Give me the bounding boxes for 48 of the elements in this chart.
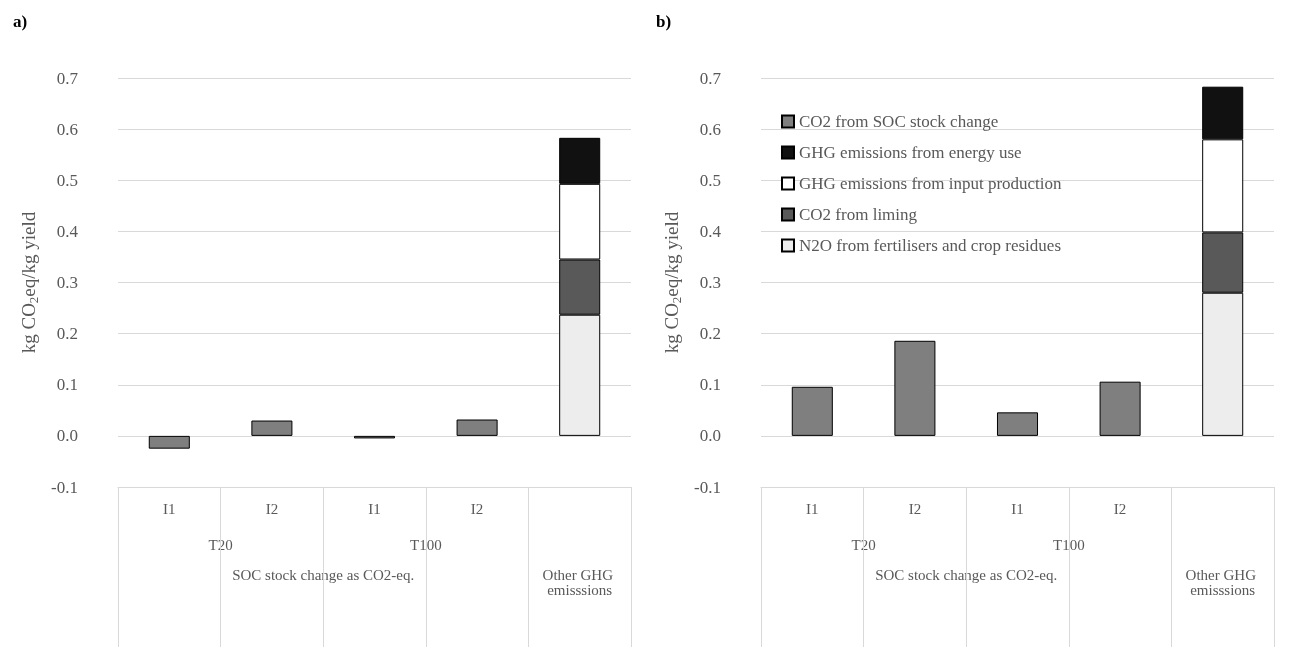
- y-tick-label: 0.2: [56, 324, 78, 344]
- y-tick-label: 0.4: [699, 221, 722, 241]
- x-tick-label: I1: [368, 500, 381, 517]
- text: Other GHG emisssions: [542, 566, 617, 598]
- legend-label: N2O from fertilisers and crop residues: [799, 236, 1062, 255]
- x-tick-label: I2: [470, 500, 484, 517]
- chart-title: b): [656, 12, 672, 31]
- chart-title: a): [13, 12, 28, 31]
- y-tick-label: 0.3: [699, 273, 721, 292]
- y-tick-label: 0.3: [56, 273, 78, 292]
- x-tick-label: I1: [1011, 500, 1024, 517]
- bar: [791, 386, 833, 436]
- bar: [456, 419, 498, 436]
- y-tick-label: 0.4: [56, 221, 79, 241]
- y-tick-label: 0.2: [699, 324, 721, 344]
- legend-label: GHG emissions from input production: [799, 174, 1063, 193]
- y-tick-label: 0.0: [56, 426, 78, 446]
- legend-label: CO2 from liming: [799, 205, 918, 224]
- y-tick-label: 0.5: [699, 170, 721, 190]
- y-axis-title: kg CO2eq/kg yield: [18, 211, 42, 354]
- bar: [251, 420, 293, 436]
- x-tick-label: I1: [163, 500, 176, 517]
- y-tick-label: 0.0: [699, 426, 721, 446]
- bar: [148, 435, 190, 449]
- x-tick-label: I2: [265, 500, 279, 517]
- bar: [894, 340, 936, 436]
- bar: [1099, 381, 1141, 436]
- x-tick-label: I2: [908, 500, 922, 517]
- y-tick-label: 0.1: [699, 375, 721, 395]
- y-tick-label: -0.1: [694, 477, 721, 497]
- legend-label: GHG emissions from energy use: [799, 143, 1022, 162]
- y-tick-label: 0.1: [56, 375, 78, 395]
- y-tick-label: -0.1: [51, 477, 78, 497]
- y-tick-label: 0.6: [699, 119, 721, 139]
- x-tick-label: I1: [806, 500, 819, 517]
- y-tick-label: 0.7: [699, 68, 722, 88]
- text: T100: [1052, 536, 1085, 553]
- text: Other GHG emisssions: [1185, 566, 1260, 598]
- text: T20: [851, 536, 876, 553]
- x-tick-label: I2: [1113, 500, 1127, 517]
- y-tick-label: 0.7: [56, 68, 79, 88]
- text: T20: [208, 536, 233, 553]
- legend-label: CO2 from SOC stock change: [799, 112, 999, 131]
- text: T100: [409, 536, 442, 553]
- y-tick-label: 0.6: [56, 119, 78, 139]
- y-axis-title: kg CO2eq/kg yield: [661, 211, 685, 354]
- bar: [996, 412, 1039, 436]
- y-tick-label: 0.5: [56, 170, 78, 190]
